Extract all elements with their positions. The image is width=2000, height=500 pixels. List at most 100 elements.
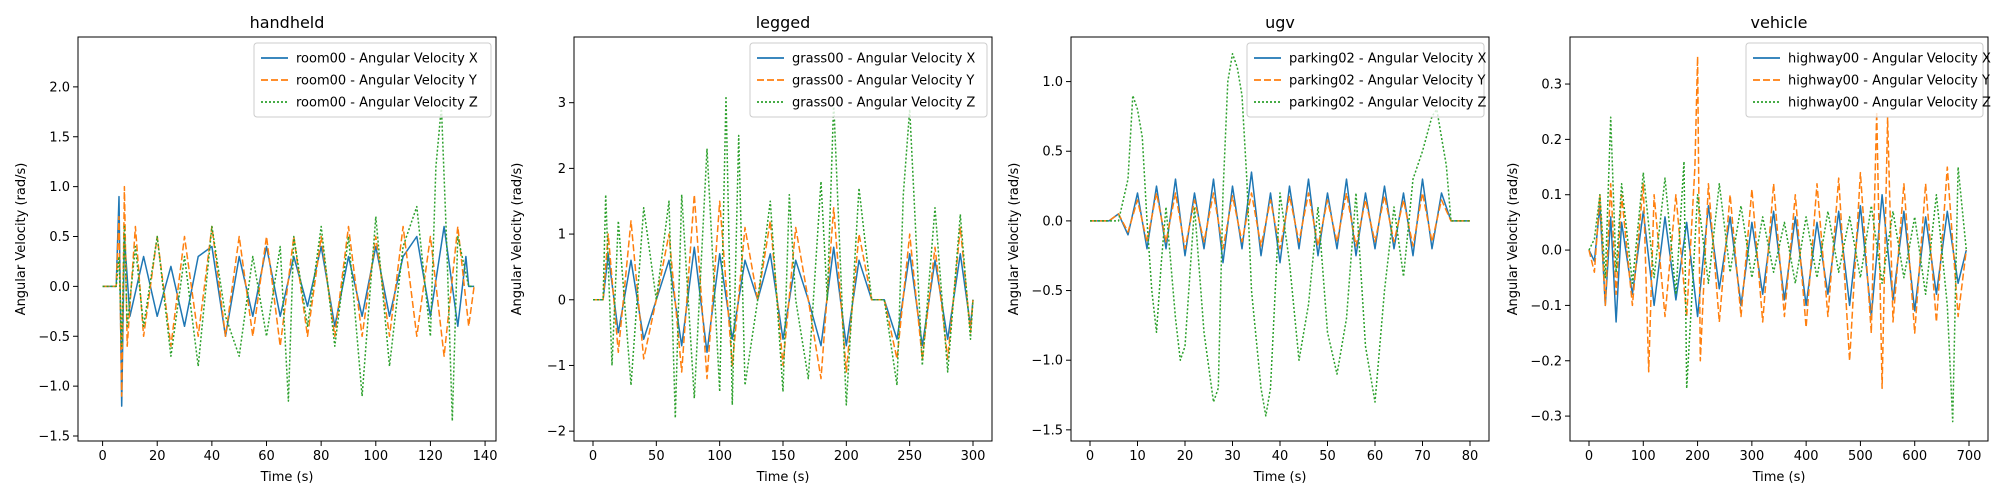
x-tick-label: 100 bbox=[363, 449, 388, 464]
y-tick-label: 1 bbox=[558, 228, 566, 243]
x-tick-label: 200 bbox=[834, 449, 859, 464]
series-line-1 bbox=[1588, 193, 1968, 323]
legend-label: highway00 - Angular Velocity Y bbox=[1788, 74, 1990, 89]
x-tick-label: 0 bbox=[1585, 449, 1593, 464]
y-tick-label: 0 bbox=[558, 293, 566, 308]
y-axis-label: Angular Velocity (rad/s) bbox=[1506, 163, 1521, 316]
legend-label: room00 - Angular Velocity Y bbox=[296, 74, 477, 89]
y-tick-label: 3 bbox=[558, 96, 566, 111]
x-tick-label: 50 bbox=[648, 449, 665, 464]
y-tick-label: 1.5 bbox=[49, 130, 70, 145]
x-tick-label: 300 bbox=[961, 449, 986, 464]
series-line-3 bbox=[593, 95, 974, 419]
y-tick-label: −1.5 bbox=[1031, 423, 1063, 438]
legend: grass00 - Angular Velocity X grass00 - An… bbox=[749, 42, 988, 118]
x-tick-label: 700 bbox=[1957, 449, 1982, 464]
series-lines bbox=[102, 106, 475, 422]
legend: highway00 - Angular Velocity X highway00 … bbox=[1745, 42, 1991, 118]
x-tick-label: 0 bbox=[98, 449, 106, 464]
y-tick-label: 0.3 bbox=[1541, 78, 1562, 93]
y-tick-label: 0.0 bbox=[49, 280, 70, 295]
x-tick-label: 0 bbox=[589, 449, 597, 464]
x-tick-label: 120 bbox=[418, 449, 443, 464]
chart-panel-vehicle: 0 100 200 300 400 500 600 700 −0.3 −0.2 −0.1 0.0 0.1… bbox=[1506, 13, 1991, 485]
series-lines bbox=[1090, 52, 1470, 417]
x-tick-label: 80 bbox=[313, 449, 330, 464]
axes-frame bbox=[77, 36, 497, 442]
y-tick-label: −0.3 bbox=[1530, 410, 1562, 425]
y-tick-label: 0.5 bbox=[49, 230, 70, 245]
y-tick-label: −1 bbox=[547, 359, 566, 374]
chart-title: handheld bbox=[250, 13, 325, 32]
x-tick-label: 20 bbox=[149, 449, 166, 464]
x-tick-label: 40 bbox=[204, 449, 221, 464]
y-tick-label: 1.0 bbox=[1042, 75, 1063, 90]
legend-label: parking02 - Angular Velocity Z bbox=[1289, 96, 1487, 111]
x-tick-label: 140 bbox=[473, 449, 498, 464]
x-tick-label: 0 bbox=[1086, 449, 1094, 464]
x-tick-label: 70 bbox=[1414, 449, 1431, 464]
chart-title: ugv bbox=[1265, 13, 1295, 32]
y-tick-label: −0.5 bbox=[1031, 284, 1063, 299]
x-axis-label: Time (s) bbox=[1752, 470, 1806, 485]
chart-panel-handheld: 0 20 40 60 80 100 120 140 −1.5 −1.0 −0.5 0.0 0.5 1.0 1… bbox=[14, 13, 497, 485]
series-line-2 bbox=[1588, 55, 1968, 390]
y-tick-label: −2 bbox=[547, 425, 566, 440]
legend-label: grass00 - Angular Velocity Z bbox=[792, 96, 975, 111]
y-tick-label: −0.5 bbox=[38, 330, 70, 345]
x-tick-label: 500 bbox=[1848, 449, 1873, 464]
x-tick-label: 20 bbox=[1177, 449, 1194, 464]
x-tick-label: 400 bbox=[1794, 449, 1819, 464]
y-tick-label: 2.0 bbox=[49, 80, 70, 95]
legend-label: grass00 - Angular Velocity X bbox=[792, 52, 975, 67]
y-tick-label: 0.0 bbox=[1541, 244, 1562, 259]
series-line-3 bbox=[1090, 52, 1470, 417]
series-lines bbox=[1588, 55, 1968, 423]
x-tick-label: 200 bbox=[1685, 449, 1710, 464]
legend-label: highway00 - Angular Velocity X bbox=[1788, 52, 1991, 67]
y-tick-label: −0.1 bbox=[1530, 299, 1562, 314]
y-tick-label: −1.5 bbox=[38, 430, 70, 445]
series-line-3 bbox=[1588, 116, 1968, 423]
series-line-1 bbox=[102, 195, 475, 407]
legend-label: highway00 - Angular Velocity Z bbox=[1788, 96, 1991, 111]
y-tick-label: 1.0 bbox=[49, 180, 70, 195]
x-tick-label: 80 bbox=[1462, 449, 1479, 464]
x-axis-label: Time (s) bbox=[260, 470, 314, 485]
y-tick-label: 0.1 bbox=[1541, 188, 1562, 203]
series-lines bbox=[593, 95, 974, 419]
legend: room00 - Angular Velocity X room00 - Angu… bbox=[253, 42, 492, 118]
x-tick-label: 30 bbox=[1224, 449, 1241, 464]
legend-label: room00 - Angular Velocity Z bbox=[296, 96, 478, 111]
y-tick-label: −1.0 bbox=[38, 380, 70, 395]
legend-label: parking02 - Angular Velocity Y bbox=[1289, 74, 1486, 89]
x-axis-label: Time (s) bbox=[1253, 470, 1307, 485]
y-tick-label: 0.2 bbox=[1541, 133, 1562, 148]
x-tick-label: 10 bbox=[1129, 449, 1146, 464]
x-tick-label: 60 bbox=[1367, 449, 1384, 464]
y-tick-label: 0.5 bbox=[1042, 145, 1063, 160]
y-tick-label: −1.0 bbox=[1031, 354, 1063, 369]
y-tick-label: 2 bbox=[558, 162, 566, 177]
legend-box bbox=[253, 42, 492, 118]
x-tick-label: 150 bbox=[771, 449, 796, 464]
x-tick-label: 50 bbox=[1319, 449, 1336, 464]
x-axis-label: Time (s) bbox=[756, 470, 810, 485]
legend-label: grass00 - Angular Velocity Y bbox=[792, 74, 974, 89]
legend-label: parking02 - Angular Velocity X bbox=[1289, 52, 1487, 67]
y-axis-label: Angular Velocity (rad/s) bbox=[14, 163, 29, 316]
legend-box bbox=[1745, 42, 1984, 118]
y-axis-label: Angular Velocity (rad/s) bbox=[510, 163, 525, 316]
x-tick-label: 100 bbox=[707, 449, 732, 464]
x-tick-label: 600 bbox=[1902, 449, 1927, 464]
chart-panel-ugv: 0 10 20 30 40 50 60 70 80 −1.5 −1.0 −0.5 0.0 0.5 1.0 ug… bbox=[1007, 13, 1490, 485]
x-tick-label: 60 bbox=[258, 449, 275, 464]
series-line-2 bbox=[593, 193, 974, 380]
chart-panel-legged: 0 50 100 150 200 250 300 −2 −1 0 1 2 3 legged Time (s)… bbox=[510, 13, 993, 485]
x-tick-label: 300 bbox=[1739, 449, 1764, 464]
legend-box bbox=[1246, 42, 1485, 118]
series-line-3 bbox=[102, 106, 475, 422]
chart-title: legged bbox=[756, 13, 811, 32]
x-tick-label: 100 bbox=[1631, 449, 1656, 464]
